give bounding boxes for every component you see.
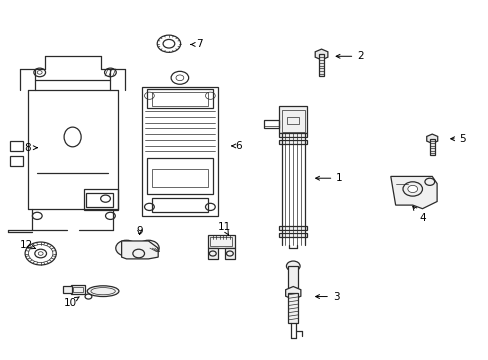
Bar bbox=[10, 156, 22, 166]
Bar bbox=[62, 286, 72, 293]
Polygon shape bbox=[390, 176, 436, 209]
Bar bbox=[279, 226, 307, 230]
Circle shape bbox=[116, 240, 137, 256]
Text: 6: 6 bbox=[231, 141, 242, 151]
Ellipse shape bbox=[87, 286, 119, 297]
Circle shape bbox=[402, 182, 422, 196]
Bar bbox=[281, 110, 305, 132]
Bar bbox=[288, 266, 298, 288]
Bar bbox=[429, 139, 434, 155]
Bar bbox=[279, 133, 307, 137]
Bar bbox=[147, 89, 212, 108]
Bar bbox=[71, 285, 85, 294]
Bar bbox=[207, 248, 217, 259]
Bar bbox=[318, 54, 324, 76]
Bar bbox=[152, 198, 207, 212]
Text: 5: 5 bbox=[450, 134, 466, 144]
Bar bbox=[279, 140, 307, 144]
Bar bbox=[288, 293, 298, 323]
Bar bbox=[207, 234, 234, 248]
Text: 8: 8 bbox=[24, 143, 37, 153]
Bar bbox=[279, 233, 307, 237]
Text: 12: 12 bbox=[20, 239, 36, 249]
Polygon shape bbox=[122, 241, 158, 259]
Polygon shape bbox=[315, 49, 327, 60]
Text: 3: 3 bbox=[315, 292, 339, 302]
Polygon shape bbox=[285, 287, 300, 300]
Bar bbox=[142, 87, 217, 216]
Text: 10: 10 bbox=[63, 297, 79, 308]
Bar bbox=[279, 107, 307, 134]
Circle shape bbox=[138, 240, 159, 256]
Bar bbox=[210, 237, 231, 246]
Bar bbox=[147, 158, 212, 194]
Bar bbox=[152, 92, 207, 107]
Bar bbox=[264, 120, 279, 128]
Circle shape bbox=[407, 185, 417, 193]
Text: 9: 9 bbox=[136, 226, 142, 236]
Text: 1: 1 bbox=[315, 173, 342, 183]
Bar bbox=[152, 169, 207, 187]
Bar bbox=[73, 287, 82, 292]
Text: 4: 4 bbox=[412, 206, 425, 222]
Text: 7: 7 bbox=[190, 40, 203, 49]
Circle shape bbox=[286, 261, 300, 271]
Bar bbox=[86, 193, 113, 207]
Polygon shape bbox=[426, 134, 437, 143]
Bar bbox=[83, 189, 118, 211]
Bar bbox=[10, 141, 22, 151]
Text: 2: 2 bbox=[335, 51, 363, 61]
Bar bbox=[287, 117, 299, 125]
Bar bbox=[224, 248, 234, 259]
Text: 11: 11 bbox=[217, 222, 230, 235]
